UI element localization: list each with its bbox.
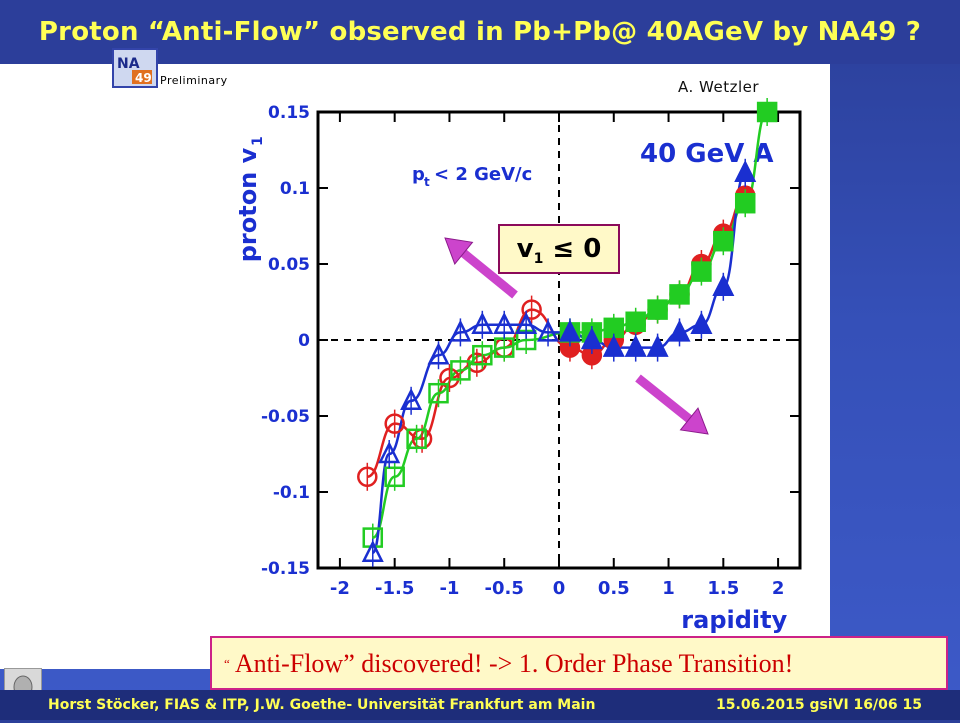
fit-curve-triangle <box>371 171 747 555</box>
svg-text:NA: NA <box>117 56 140 72</box>
data-point-triangle <box>602 334 625 357</box>
data-point-circle <box>466 352 488 374</box>
y-tick-label: -0.15 <box>261 559 310 579</box>
data-point-square <box>472 344 493 366</box>
footer: Horst Stöcker, FIAS & ITP, J.W. Goethe- … <box>0 690 960 720</box>
data-point-triangle <box>471 312 494 335</box>
data-point-circle <box>521 299 542 320</box>
banner-quote-mark: “ <box>224 656 230 671</box>
preliminary-label: Preliminary <box>160 74 228 87</box>
data-point-triangle <box>361 540 384 563</box>
y-tick-label: 0 <box>298 331 310 351</box>
data-point-triangle <box>493 312 516 335</box>
data-point-triangle <box>712 274 735 297</box>
banner-text: Anti-Flow” discovered! -> 1. Order Phase… <box>234 649 794 678</box>
x-tick-label: -2 <box>330 578 350 599</box>
data-point-triangle <box>449 319 472 342</box>
data-point-triangle <box>378 441 401 464</box>
v1-subscript: 1 <box>533 251 544 268</box>
y-tick-label: 0.15 <box>268 103 310 123</box>
data-point-triangle <box>734 160 757 183</box>
data-point-square <box>691 261 712 282</box>
y-tick-label: 0.1 <box>280 179 310 199</box>
data-point-square <box>734 192 756 214</box>
data-point-square <box>756 101 778 123</box>
v1-callout: v1 ≤ 0 <box>498 224 620 274</box>
data-point-square <box>625 311 646 333</box>
data-point-triangle <box>690 312 713 335</box>
data-point-square <box>450 360 471 381</box>
pt-annotation-p: p <box>412 164 425 185</box>
y-tick-label: 0.05 <box>268 255 310 275</box>
x-tick-label: 0.5 <box>598 578 630 599</box>
data-point-triangle <box>646 334 669 357</box>
data-point-square <box>647 299 668 320</box>
y-axis-label: proton v <box>234 147 262 262</box>
data-point-triangle <box>558 319 581 342</box>
na49-logo: NA 49 <box>112 48 158 88</box>
data-point-triangle <box>624 334 647 357</box>
data-point-triangle <box>668 319 691 342</box>
x-axis-label: rapidity <box>681 606 787 634</box>
x-tick-label: -1.5 <box>375 578 414 599</box>
energy-annotation: 40 GeV A <box>640 139 774 169</box>
svg-text:49: 49 <box>135 71 152 85</box>
x-tick-label: -1 <box>439 578 459 599</box>
data-point-triangle <box>427 342 450 365</box>
x-tick-label: -0.5 <box>485 578 524 599</box>
arrow-up-left-head <box>444 237 474 266</box>
data-point-circle <box>357 466 378 488</box>
data-point-triangle <box>580 327 603 350</box>
data-point-triangle <box>400 388 423 411</box>
data-point-circle <box>439 367 460 389</box>
pt-annotation-cut: < 2 GeV/c <box>434 164 532 185</box>
footer-affiliation: Horst Stöcker, FIAS & ITP, J.W. Goethe- … <box>48 697 596 713</box>
x-tick-label: 1 <box>662 578 675 599</box>
x-tick-label: 1.5 <box>707 578 739 599</box>
v1-symbol: v <box>516 234 534 264</box>
arrow-up-left-shaft <box>460 249 518 299</box>
slide-title: Proton “Anti-Flow” observed in Pb+Pb@ 40… <box>0 0 960 64</box>
x-tick-label: 2 <box>772 578 785 599</box>
y-axis-label-subscript: 1 <box>250 136 266 146</box>
y-tick-label: -0.1 <box>273 483 310 503</box>
arrow-down-right-shaft <box>635 374 693 423</box>
data-point-square <box>406 428 427 450</box>
v1-relation: ≤ 0 <box>552 234 602 264</box>
data-point-triangle <box>515 312 538 335</box>
data-point-triangle <box>537 319 560 342</box>
data-point-square <box>669 284 690 305</box>
pt-annotation-subscript: t <box>424 175 430 189</box>
conclusion-banner: “ Anti-Flow” discovered! -> 1. Order Pha… <box>210 636 948 690</box>
data-point-square <box>384 466 405 488</box>
arrow-down-right-head <box>679 407 709 435</box>
x-tick-label: 0 <box>553 578 566 599</box>
author-label: A. Wetzler <box>678 78 760 96</box>
data-point-circle <box>384 413 405 434</box>
data-point-square <box>428 382 449 404</box>
footer-date-page: 15.06.2015 gsiVI 16/06 15 <box>716 697 922 713</box>
data-point-square <box>713 230 734 252</box>
y-tick-label: -0.05 <box>261 407 310 427</box>
